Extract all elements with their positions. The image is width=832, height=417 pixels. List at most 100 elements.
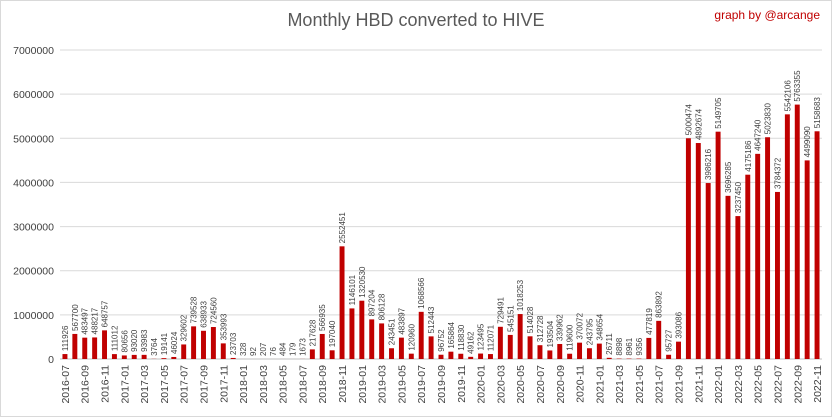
data-label: 8898 — [615, 337, 624, 355]
data-label: 488217 — [91, 307, 100, 334]
data-label: 9356 — [635, 337, 644, 355]
y-tick-label: 2000000 — [13, 266, 54, 278]
data-label: 1673 — [298, 338, 307, 356]
x-tick-label: 2021-07 — [654, 365, 666, 404]
data-label: 477819 — [645, 308, 654, 335]
data-label: 638933 — [199, 301, 208, 328]
data-label: 3784372 — [773, 157, 782, 189]
x-tick-label: 2018-05 — [278, 365, 290, 404]
data-label: 243451 — [388, 318, 397, 345]
bar — [458, 353, 464, 359]
x-tick-label: 2020-07 — [535, 365, 547, 404]
data-label: 4647240 — [754, 119, 763, 151]
data-label: 197040 — [328, 320, 337, 347]
data-label: 566935 — [318, 304, 327, 331]
bar — [705, 183, 711, 359]
bar — [171, 356, 177, 359]
bar — [695, 143, 701, 359]
data-label: 370072 — [576, 312, 585, 339]
bar — [339, 246, 345, 359]
x-tick-label: 2018-11 — [337, 365, 349, 403]
data-label: 1068566 — [417, 277, 426, 309]
data-label: 512443 — [427, 306, 436, 333]
data-label: 545151 — [506, 305, 515, 332]
y-tick-label: 7000000 — [13, 45, 54, 57]
x-tick-label: 2020-01 — [476, 365, 488, 404]
bar — [398, 337, 404, 359]
bar — [448, 351, 454, 359]
x-tick-label: 2019-01 — [357, 365, 369, 404]
data-label: 165864 — [447, 321, 456, 348]
x-tick-label: 2022-07 — [772, 365, 784, 404]
x-tick-label: 2019-07 — [416, 365, 428, 404]
bar — [161, 358, 167, 359]
x-tick-label: 2022-01 — [713, 365, 725, 404]
data-label: 217628 — [308, 319, 317, 346]
data-label: 4892674 — [694, 108, 703, 140]
bar — [586, 348, 592, 359]
data-label: 729491 — [496, 297, 505, 324]
data-label: 393086 — [675, 311, 684, 338]
x-tick-label: 2017-07 — [179, 365, 191, 404]
bar — [468, 356, 474, 359]
x-tick-label: 2019-03 — [377, 365, 389, 404]
bar — [230, 357, 236, 359]
x-tick-label: 2017-11 — [218, 365, 230, 403]
data-label: 46024 — [170, 331, 179, 354]
bar — [804, 160, 810, 359]
bar — [111, 354, 117, 359]
data-label: 207 — [259, 342, 268, 356]
data-label: 3986216 — [704, 148, 713, 180]
data-label: 863892 — [655, 291, 664, 318]
bar — [814, 131, 820, 359]
x-tick-label: 2019-09 — [436, 365, 448, 404]
chart-title: Monthly HBD converted to HIVE — [287, 10, 545, 30]
x-tick-label: 2021-01 — [594, 365, 606, 404]
data-label: 8961 — [625, 337, 634, 355]
data-label: 897204 — [368, 289, 377, 316]
bar — [685, 138, 691, 359]
bar — [478, 353, 484, 359]
data-label: 724560 — [209, 297, 218, 324]
bar — [735, 216, 741, 359]
x-tick-label: 2017-05 — [159, 365, 171, 404]
bar — [379, 323, 385, 359]
bar — [62, 354, 68, 359]
data-label: 118830 — [457, 324, 466, 351]
bar — [210, 327, 216, 359]
data-label: 806128 — [378, 293, 387, 320]
bar — [181, 344, 187, 359]
bar — [527, 336, 533, 359]
bar — [567, 353, 573, 359]
bar — [92, 337, 98, 359]
bar — [517, 314, 523, 359]
bar — [220, 343, 226, 359]
data-label: 483897 — [397, 307, 406, 334]
bar — [438, 354, 444, 359]
data-label: 120960 — [407, 323, 416, 350]
data-label: 5023830 — [764, 103, 773, 135]
data-label: 123495 — [477, 323, 486, 350]
x-tick-label: 2016-07 — [60, 365, 72, 404]
data-label: 484 — [279, 342, 288, 356]
data-label: 328 — [239, 342, 248, 356]
data-label: 339962 — [556, 314, 565, 341]
data-label: 93983 — [140, 329, 149, 352]
data-label: 119600 — [566, 324, 575, 351]
bar — [389, 348, 394, 359]
x-tick-label: 2021-05 — [634, 365, 646, 404]
x-tick-label: 2018-07 — [297, 365, 309, 404]
x-tick-label: 2017-03 — [139, 365, 151, 404]
data-label: 1320530 — [358, 266, 367, 298]
data-label: 4175186 — [744, 140, 753, 172]
data-label: 49162 — [467, 331, 476, 354]
bar — [537, 345, 543, 359]
data-label: 3696285 — [724, 161, 733, 193]
bar — [745, 174, 751, 359]
x-tick-label: 2022-11 — [812, 365, 824, 403]
data-label: 19141 — [160, 332, 169, 355]
bar — [191, 326, 197, 359]
x-tick-label: 2022-03 — [733, 365, 745, 404]
